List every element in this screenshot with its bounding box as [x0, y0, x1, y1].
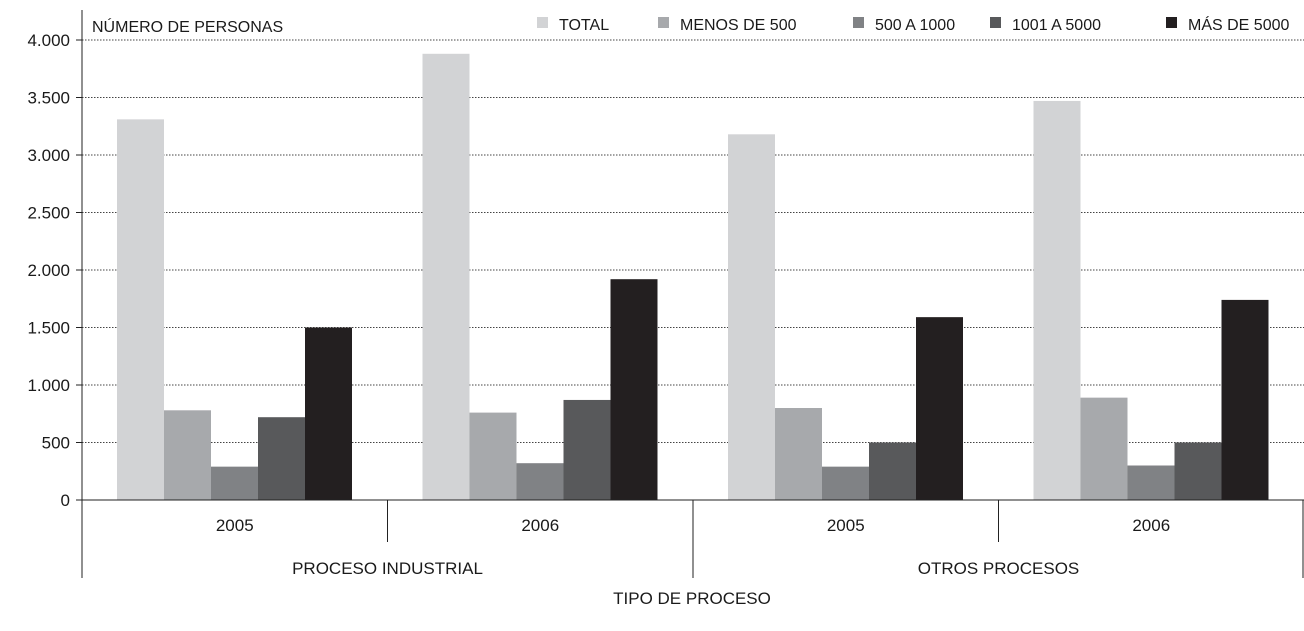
legend-label: 1001 A 5000	[1012, 17, 1101, 34]
bar	[822, 466, 869, 500]
legend-swatch	[658, 17, 669, 28]
legend-swatch	[853, 17, 864, 28]
legend-label: 500 A 1000	[875, 17, 955, 34]
bar	[916, 317, 963, 500]
bar	[1221, 299, 1269, 500]
y-tick-label: 2.000	[27, 261, 70, 280]
bar	[305, 327, 352, 500]
group-label: OTROS PROCESOS	[918, 559, 1080, 578]
bar	[728, 134, 775, 501]
bar	[563, 399, 611, 500]
bar	[610, 279, 658, 500]
y-tick-label: 2.500	[27, 204, 70, 223]
bar	[1080, 397, 1128, 500]
y-tick-label: 3.000	[27, 146, 70, 165]
bars	[117, 53, 1269, 501]
bar	[422, 53, 470, 501]
x-tick-label: 2006	[521, 516, 559, 535]
y-tick-label: 0	[61, 491, 70, 510]
legend-swatch	[537, 17, 548, 28]
x-axis-label: TIPO DE PROCESO	[613, 589, 771, 608]
bar	[211, 466, 258, 500]
y-tick-label: 4.000	[27, 31, 70, 50]
x-tick-label: 2005	[216, 516, 254, 535]
bar	[869, 442, 916, 500]
legend-label: MENOS DE 500	[680, 17, 797, 34]
group-label: PROCESO INDUSTRIAL	[292, 559, 483, 578]
bar	[258, 417, 305, 500]
x-tick-label: 2005	[827, 516, 865, 535]
bar	[1127, 465, 1175, 500]
legend: TOTAL MENOS DE 500 500 A 1000 1001 A 5000 MÁ…	[537, 15, 1289, 34]
y-tick-label: 3.500	[27, 89, 70, 108]
y-tick-label: 1.500	[27, 319, 70, 338]
y-axis-ticks: 0 500 1.000 1.500 2.000 2.500 3.000 3.500 4.000	[27, 31, 70, 510]
axes	[81, 10, 1304, 578]
legend-label: MÁS DE 5000	[1188, 15, 1289, 34]
y-tick-label: 1.000	[27, 376, 70, 395]
x-tick-label: 2006	[1132, 516, 1170, 535]
bar	[1033, 100, 1081, 500]
chart-title: NÚMERO DE PERSONAS	[92, 17, 283, 36]
legend-swatch	[1166, 17, 1177, 28]
y-tick-label: 500	[42, 434, 70, 453]
bar	[775, 408, 822, 500]
legend-swatch	[990, 17, 1001, 28]
bar	[1174, 442, 1222, 500]
legend-label: TOTAL	[559, 17, 609, 34]
bar	[164, 410, 211, 500]
bar	[469, 412, 517, 500]
bar	[117, 119, 164, 500]
x-axis-categories: 2005 2006 2005 2006 PROCESO INDUSTRIAL OTROS …	[216, 516, 1170, 578]
bar	[516, 463, 564, 500]
